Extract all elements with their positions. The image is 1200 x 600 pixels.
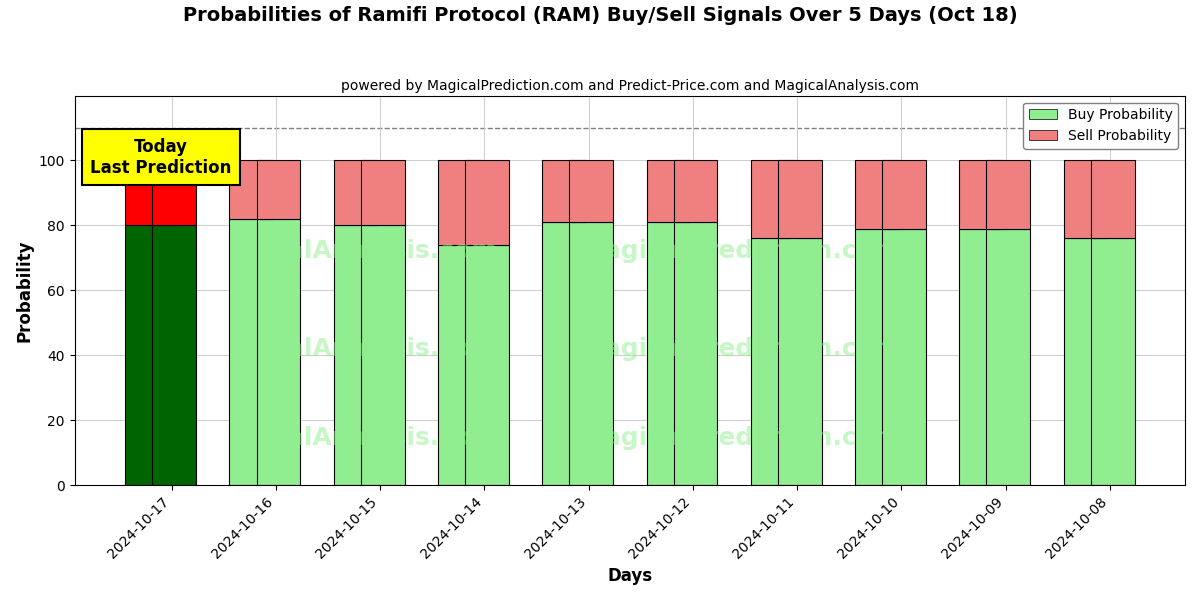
Text: calAnalysis.com: calAnalysis.com (272, 427, 498, 451)
Bar (466, 160, 509, 245)
Bar (229, 219, 274, 485)
Bar (673, 160, 718, 222)
Bar (361, 226, 404, 485)
Bar (1091, 238, 1134, 485)
Title: powered by MagicalPrediction.com and Predict-Price.com and MagicalAnalysis.com: powered by MagicalPrediction.com and Pre… (341, 79, 919, 93)
Bar (569, 160, 613, 222)
Text: MagicalPrediction.com: MagicalPrediction.com (581, 427, 901, 451)
Bar (959, 229, 1003, 485)
Bar (1063, 238, 1108, 485)
Legend: Buy Probability, Sell Probability: Buy Probability, Sell Probability (1024, 103, 1178, 149)
Bar (856, 160, 899, 229)
Bar (438, 160, 481, 245)
Bar (257, 219, 300, 485)
Bar (1063, 160, 1108, 238)
Bar (882, 229, 926, 485)
Bar (882, 160, 926, 229)
Text: MagicalPrediction.com: MagicalPrediction.com (581, 337, 901, 361)
Bar (125, 160, 169, 226)
Bar (257, 160, 300, 219)
Bar (647, 160, 690, 222)
Text: calAnalysis.com: calAnalysis.com (272, 239, 498, 263)
Bar (986, 229, 1031, 485)
Bar (229, 160, 274, 219)
Bar (647, 222, 690, 485)
Text: MagicalPrediction.com: MagicalPrediction.com (581, 239, 901, 263)
Bar (361, 160, 404, 226)
Bar (152, 160, 196, 226)
Bar (438, 245, 481, 485)
Bar (959, 160, 1003, 229)
Bar (542, 160, 586, 222)
Bar (856, 229, 899, 485)
Bar (751, 160, 794, 238)
Y-axis label: Probability: Probability (16, 239, 34, 341)
Bar (673, 222, 718, 485)
Text: Probabilities of Ramifi Protocol (RAM) Buy/Sell Signals Over 5 Days (Oct 18): Probabilities of Ramifi Protocol (RAM) B… (182, 6, 1018, 25)
Bar (125, 226, 169, 485)
Bar (152, 226, 196, 485)
Bar (778, 238, 822, 485)
Bar (542, 222, 586, 485)
Bar (569, 222, 613, 485)
Bar (778, 160, 822, 238)
Bar (986, 160, 1031, 229)
Text: calAnalysis.com: calAnalysis.com (272, 337, 498, 361)
X-axis label: Days: Days (607, 567, 653, 585)
Bar (751, 238, 794, 485)
Bar (334, 160, 378, 226)
Bar (334, 226, 378, 485)
Bar (1091, 160, 1134, 238)
Bar (466, 245, 509, 485)
Text: Today
Last Prediction: Today Last Prediction (90, 138, 232, 176)
